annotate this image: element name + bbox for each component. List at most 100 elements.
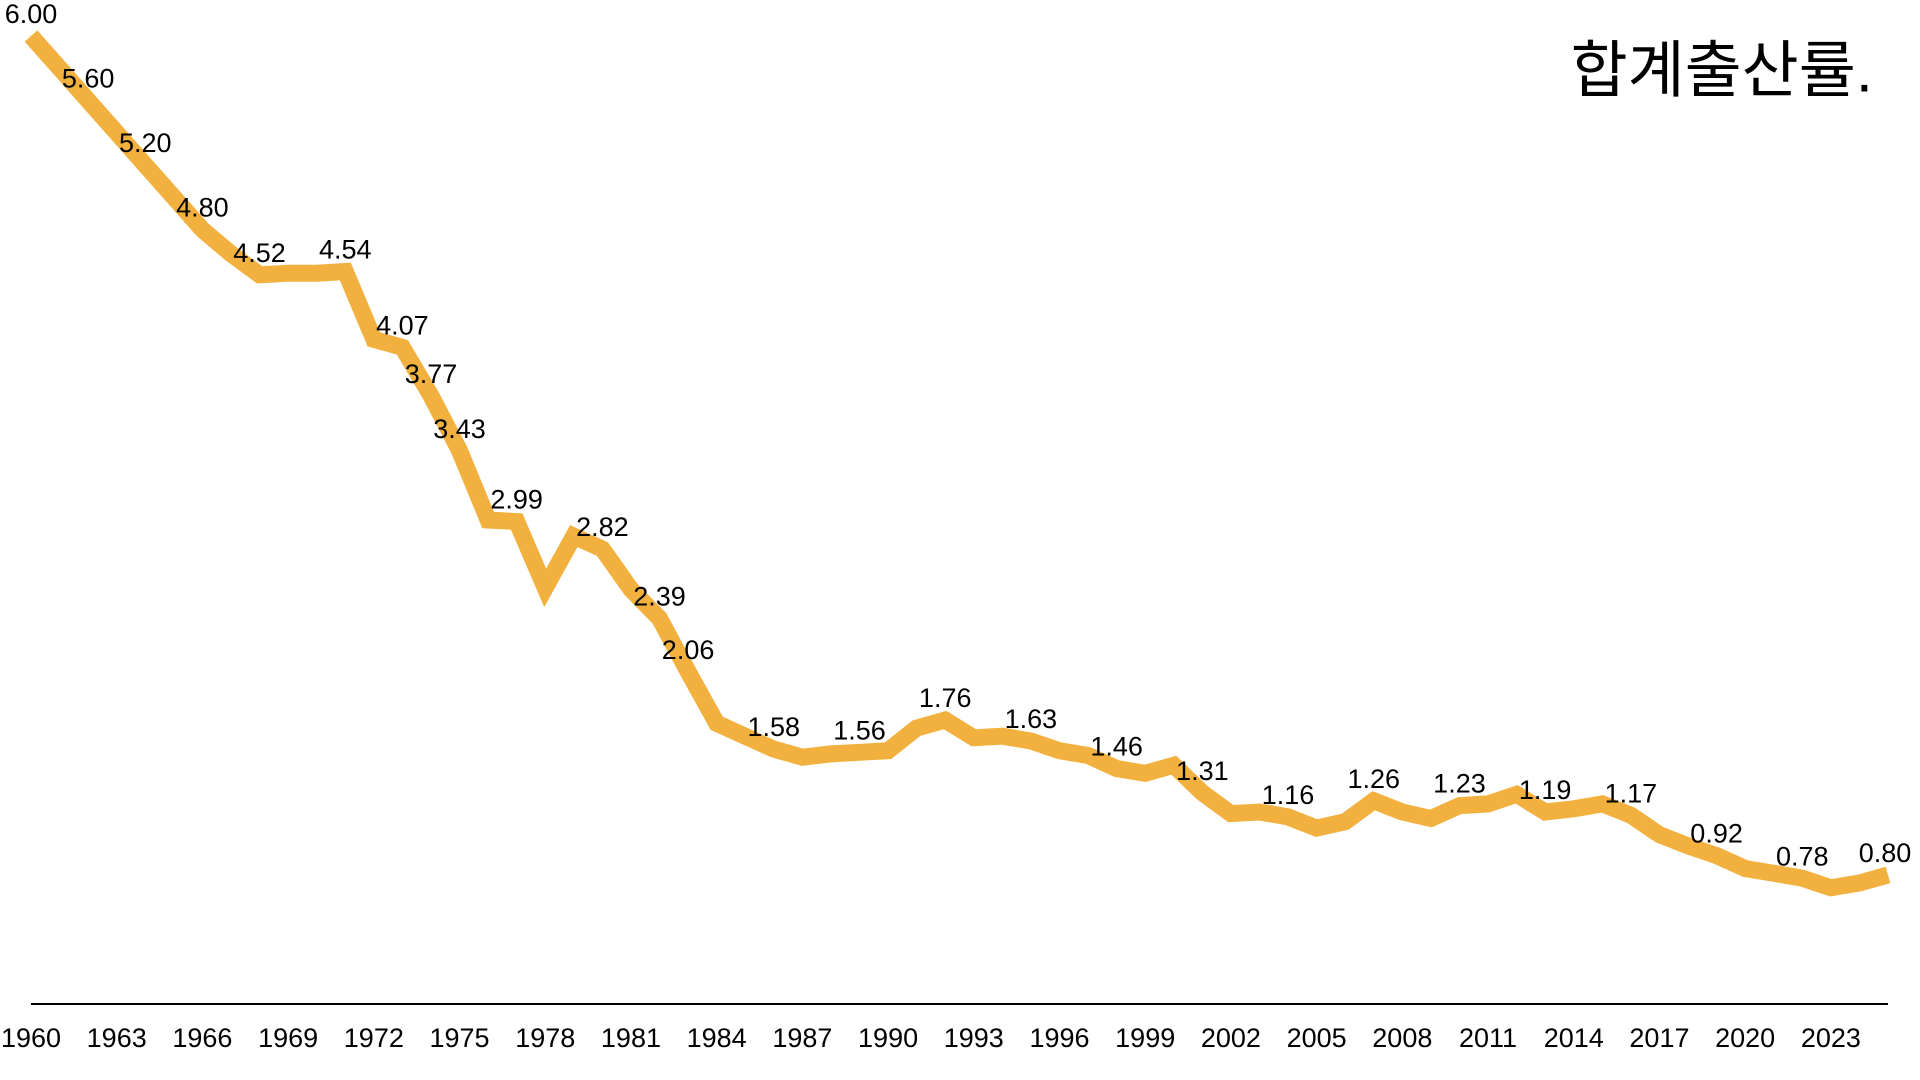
- data-point: [459, 450, 461, 452]
- data-point: [1230, 813, 1232, 815]
- data-point: [144, 164, 146, 166]
- data-label: 1.23: [1433, 769, 1486, 799]
- x-tick-label: 2014: [1544, 1023, 1604, 1053]
- data-label: 1.76: [919, 683, 972, 713]
- x-tick-label: 1975: [429, 1023, 489, 1053]
- x-tick-label: 1990: [858, 1023, 918, 1053]
- x-tick-label: 2005: [1287, 1023, 1347, 1053]
- x-tick-label: 1999: [1115, 1023, 1175, 1053]
- data-point: [1573, 808, 1575, 810]
- data-label: 4.80: [176, 193, 229, 223]
- data-label: 1.56: [833, 715, 886, 745]
- series-group: [24, 30, 1891, 897]
- data-point: [1544, 811, 1546, 813]
- data-point: [59, 67, 61, 69]
- x-tick-label: 2020: [1715, 1023, 1775, 1053]
- data-point: [401, 346, 403, 348]
- data-point: [573, 535, 575, 537]
- data-label: 4.07: [376, 310, 429, 340]
- x-tick-label: 1969: [258, 1023, 318, 1053]
- x-tick-label: 1981: [601, 1023, 661, 1053]
- data-point: [973, 737, 975, 739]
- data-label: 3.77: [405, 359, 458, 389]
- data-point: [630, 588, 632, 590]
- data-point: [116, 132, 118, 134]
- data-point: [1430, 817, 1432, 819]
- data-point: [1087, 755, 1089, 757]
- data-label: 0.78: [1776, 841, 1829, 871]
- data-label: 0.92: [1690, 819, 1743, 849]
- data-point: [1630, 814, 1632, 816]
- data-label: 4.54: [319, 235, 372, 265]
- data-point: [744, 735, 746, 737]
- x-tick-label: 2023: [1801, 1023, 1861, 1053]
- chart-title: 합계출산률.: [1571, 36, 1873, 105]
- series-line: [24, 30, 1891, 897]
- data-point: [544, 587, 546, 589]
- data-point: [1287, 816, 1289, 818]
- data-point: [1801, 877, 1803, 879]
- data-label: 1.58: [748, 712, 801, 742]
- data-point: [173, 196, 175, 198]
- data-point: [316, 272, 318, 274]
- data-label: 1.46: [1090, 732, 1143, 762]
- data-label: 1.17: [1605, 778, 1658, 808]
- x-tick-labels: 1960 1963 1966 1969 1972 1975 1978 1981 1984 1987…: [1, 1023, 1861, 1053]
- data-point: [1887, 874, 1889, 876]
- data-point: [1316, 827, 1318, 829]
- data-point: [1601, 803, 1603, 805]
- data-point: [1773, 872, 1775, 874]
- x-tick-label: 2017: [1629, 1023, 1689, 1053]
- x-tick-label: 1978: [515, 1023, 575, 1053]
- data-label: 2.82: [576, 512, 629, 542]
- x-tick-label: 1996: [1029, 1023, 1089, 1053]
- x-tick-label: 1966: [172, 1023, 232, 1053]
- x-tick-label: 1984: [687, 1023, 747, 1053]
- data-point: [30, 35, 32, 37]
- data-label: 1.16: [1262, 780, 1315, 810]
- data-point: [1516, 793, 1518, 795]
- data-point: [944, 719, 946, 721]
- data-label: 3.43: [433, 414, 486, 444]
- data-label: 1.26: [1347, 764, 1400, 794]
- data-label: 0.80: [1859, 838, 1912, 868]
- data-point: [716, 722, 718, 724]
- data-point: [1030, 740, 1032, 742]
- data-point: [230, 253, 232, 255]
- data-label: 2.39: [633, 582, 686, 612]
- data-point: [1001, 735, 1003, 737]
- data-label: 5.60: [62, 64, 115, 94]
- data-point: [373, 338, 375, 340]
- data-point: [773, 748, 775, 750]
- data-label: 2.06: [662, 635, 715, 665]
- data-point: [430, 395, 432, 397]
- data-point: [859, 751, 861, 753]
- data-labels: 6.00 5.60 5.20 4.804.52 4.54 4.07 3.77 3.43 2.99…: [5, 0, 1912, 871]
- data-point: [1401, 811, 1403, 813]
- data-label: 1.19: [1519, 775, 1572, 805]
- x-tick-label: 1960: [1, 1023, 61, 1053]
- x-tick-label: 1987: [772, 1023, 832, 1053]
- data-point: [801, 756, 803, 758]
- data-point: [1830, 887, 1832, 889]
- data-label: 2.99: [490, 485, 543, 515]
- data-label: 1.31: [1176, 756, 1229, 786]
- data-point: [287, 272, 289, 274]
- data-point: [1173, 764, 1175, 766]
- data-label: 1.63: [1005, 704, 1058, 734]
- data-point: [1858, 882, 1860, 884]
- data-point: [1201, 792, 1203, 794]
- data-point: [1373, 800, 1375, 802]
- data-point: [201, 229, 203, 231]
- data-point: [1487, 803, 1489, 805]
- data-point: [916, 727, 918, 729]
- data-point: [487, 519, 489, 521]
- data-point: [516, 521, 518, 523]
- data-point: [687, 671, 689, 673]
- data-label: 5.20: [119, 128, 172, 158]
- x-tick-label: 1972: [344, 1023, 404, 1053]
- data-point: [1458, 805, 1460, 807]
- data-point: [1258, 811, 1260, 813]
- data-point: [830, 753, 832, 755]
